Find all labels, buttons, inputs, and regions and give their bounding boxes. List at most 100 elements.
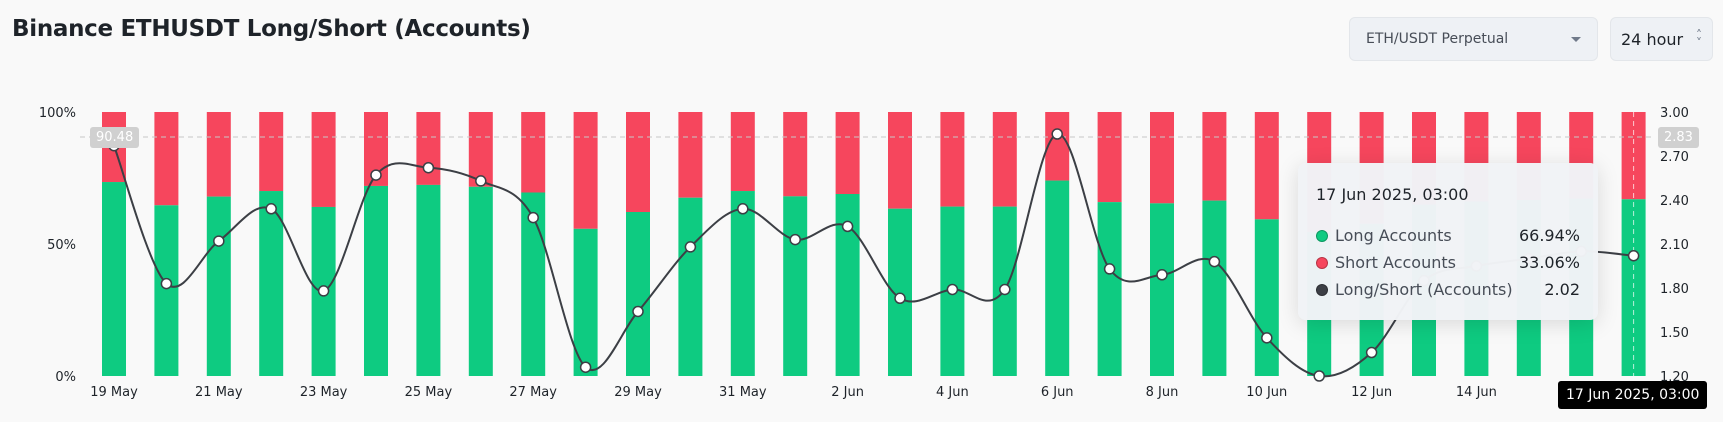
- ratio-dot-icon: [1316, 283, 1328, 296]
- y-right-tick-label: 1.80: [1660, 282, 1689, 297]
- long-dot-icon: [1316, 229, 1328, 242]
- bar-short: [521, 112, 546, 193]
- tooltip-label: Long/Short (Accounts): [1335, 280, 1513, 299]
- ratio-point: [1156, 269, 1168, 281]
- bar-short: [992, 112, 1017, 207]
- bar-short: [1045, 112, 1070, 181]
- y-left-tick-label: 50%: [47, 238, 76, 253]
- x-tick-label: 31 May: [719, 385, 767, 400]
- period-select-value: 24 hour: [1621, 29, 1684, 49]
- ratio-point: [999, 283, 1011, 296]
- x-tick-label: 25 May: [405, 385, 453, 400]
- bar-long: [416, 184, 441, 376]
- bar-long: [783, 196, 808, 376]
- ratio-point: [265, 203, 277, 215]
- ratio-point: [579, 361, 592, 373]
- x-tick-label: 10 Jun: [1246, 385, 1287, 400]
- ratio-point: [1313, 370, 1325, 382]
- y-right-tick-label: 2.10: [1660, 238, 1689, 253]
- ratio-point: [475, 175, 487, 187]
- x-tick-label: 14 Jun: [1456, 385, 1497, 400]
- tooltip-row-ratio: Long/Short (Accounts) 2.02: [1316, 276, 1580, 303]
- bar-long: [259, 191, 284, 376]
- bar-long: [626, 212, 650, 376]
- short-dot-icon: [1316, 256, 1328, 269]
- ratio-point: [1103, 263, 1116, 275]
- ratio-point: [1627, 249, 1640, 262]
- x-tick-label: 19 May: [90, 385, 138, 400]
- bar-short: [259, 112, 284, 192]
- tooltip-row-long: Long Accounts 66.94%: [1316, 222, 1580, 249]
- ratio-point: [160, 277, 173, 290]
- x-tick-label: 2 Jun: [831, 385, 864, 400]
- ratio-point: [527, 211, 539, 224]
- ratio-point: [684, 241, 697, 253]
- bar-short: [730, 112, 755, 192]
- ratio-point: [789, 233, 801, 246]
- bar-long: [468, 186, 493, 376]
- page-title: Binance ETHUSDT Long/Short (Accounts): [12, 16, 531, 42]
- x-tick-label: 27 May: [509, 385, 557, 400]
- ratio-point: [370, 169, 382, 181]
- bar-short: [1150, 112, 1174, 204]
- tooltip: 17 Jun 2025, 03:00 Long Accounts 66.94% …: [1298, 163, 1598, 320]
- bar-short: [783, 112, 808, 197]
- bar-short: [311, 112, 336, 207]
- ratio-point: [317, 285, 330, 297]
- bar-long: [154, 205, 179, 376]
- ratio-point: [894, 292, 906, 305]
- tooltip-value: 33.06%: [1518, 253, 1580, 272]
- crosshair-x-label: 17 Jun 2025, 03:00: [1558, 381, 1708, 409]
- ratio-point: [1261, 332, 1273, 344]
- ratio-point: [1365, 346, 1378, 359]
- bar-short: [1097, 112, 1122, 203]
- bar-long: [1254, 219, 1279, 376]
- period-select[interactable]: 24 hour ˄ ˅: [1610, 17, 1713, 61]
- y-left-tick-label: 100%: [39, 106, 76, 121]
- bar-short: [940, 112, 965, 207]
- pair-select-value: ETH/USDT Perpetual: [1366, 31, 1509, 47]
- ratio-point: [632, 305, 644, 318]
- bar-short: [154, 112, 179, 206]
- bar-short: [573, 112, 598, 229]
- y-left-tick-label: 0%: [55, 370, 76, 385]
- bar-long: [573, 228, 598, 376]
- x-tick-label: 21 May: [195, 385, 243, 400]
- ratio-point: [1208, 255, 1221, 268]
- bar-long: [1202, 200, 1227, 376]
- bar-long: [206, 196, 231, 376]
- x-tick-label: 6 Jun: [1041, 385, 1074, 400]
- tooltip-row-short: Short Accounts 33.06%: [1316, 249, 1580, 276]
- bar-short: [835, 112, 860, 194]
- bar-long: [730, 191, 755, 376]
- ratio-point: [1051, 128, 1063, 140]
- y-right-tick-label: 3.00: [1660, 106, 1689, 121]
- bar-long: [1045, 180, 1070, 376]
- bar-long: [364, 185, 388, 376]
- bar-short: [468, 112, 493, 187]
- pair-select[interactable]: ETH/USDT Perpetual: [1349, 17, 1598, 61]
- bar-short: [888, 112, 912, 209]
- crosshair-left-value: 90.48: [90, 127, 140, 148]
- bar-long: [888, 208, 912, 376]
- tooltip-value: 2.02: [1544, 280, 1580, 299]
- ratio-point: [213, 235, 225, 247]
- x-tick-label: 8 Jun: [1146, 385, 1179, 400]
- up-down-chevron-icon: ˄ ˅: [1696, 28, 1702, 50]
- crosshair-right-value: 2.83: [1658, 127, 1699, 148]
- x-tick-label: 23 May: [300, 385, 348, 400]
- tooltip-value: 66.94%: [1518, 226, 1580, 245]
- tooltip-label: Long Accounts: [1335, 226, 1452, 245]
- bar-short: [206, 112, 231, 197]
- bar-long: [102, 182, 126, 376]
- bar-long: [1097, 202, 1122, 376]
- bar-long: [1150, 203, 1174, 376]
- tooltip-title: 17 Jun 2025, 03:00: [1316, 185, 1469, 204]
- x-tick-label: 4 Jun: [936, 385, 969, 400]
- x-tick-label: 12 Jun: [1351, 385, 1392, 400]
- ratio-point: [946, 283, 959, 296]
- bar-short: [416, 112, 441, 185]
- bar-short: [626, 112, 650, 213]
- bar-long: [678, 197, 703, 376]
- y-right-tick-label: 2.40: [1660, 194, 1689, 209]
